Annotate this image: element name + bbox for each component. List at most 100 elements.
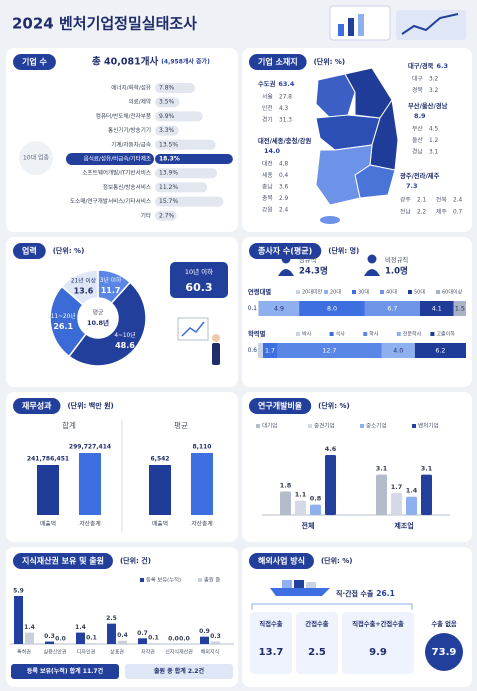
area-value: 2.4 [279,208,289,214]
map-region [315,144,373,206]
panel-heading: 업력 [22,246,37,256]
value-label: 0.3 [210,633,221,640]
stacked-segment [414,343,466,358]
region-name: 광주/전라/제주 [400,171,440,180]
segment-label: 8.0 [327,306,337,313]
value-label: 0.1 [148,635,159,642]
method-name: 간접수출 [305,619,328,628]
legend-swatch [360,424,364,428]
method-name: 직접수출 [259,619,282,628]
area-name: 대구 [412,75,423,83]
unit: (단위: 건) [120,556,151,565]
unit: (단위: %) [314,57,346,66]
value-label: 0.8 [310,495,322,503]
no-export-circle [425,633,463,671]
area-value: 2.2 [417,210,427,216]
bar [155,196,224,207]
value-label: 1.4 [24,624,35,631]
legend-swatch [436,290,440,294]
average-label: 평균 [92,309,104,317]
panel [242,392,472,542]
value-label: 241,786,451 [27,455,69,462]
illustration [212,334,220,342]
segment-label: 1.7 [265,348,275,355]
area-value: 2.4 [453,198,463,204]
legend-label: 60대이상 [442,289,463,296]
donut-slice [60,269,99,306]
person-icon [278,269,294,276]
slice-value: 48.6 [115,341,135,350]
area-name: 대전 [262,160,273,168]
value-label: 5.9 [13,588,24,595]
area-value: 2.9 [279,196,289,202]
category-label: 제조업 [394,521,413,530]
category-label: 실용신안권 [43,649,66,656]
bar [45,641,54,644]
export-label: 직·간접 수출 [336,589,374,598]
slice-label: 4~10년 [114,331,135,339]
legend-label: 학사 [369,331,379,338]
unit: (단위: 백만 원) [67,401,113,410]
breakdown-name: 연령대별 [248,287,271,296]
category-label: 자산총계 [191,520,212,528]
bar [37,464,59,515]
bar [211,641,220,644]
bar [325,455,336,515]
legend-swatch [256,424,260,428]
area-name: 경기 [262,116,273,124]
bar [155,154,233,164]
value-label: 8,110 [193,444,212,451]
stacked-segment [364,301,420,316]
map-region [320,216,340,224]
area-name: 충남 [262,183,273,191]
area-value: 4.5 [429,127,439,133]
stacked-segment [299,301,365,316]
stacked-segment [262,343,277,358]
bar [191,453,213,515]
category-label: 도소매/연구개발서비스/기타서비스 [70,197,151,205]
ship-illustration [306,582,316,588]
legend-swatch [198,578,202,582]
bar [155,83,196,93]
value-label: 7.8% [159,85,175,92]
bar [76,632,85,644]
export-value: 26.1 [376,589,395,598]
legend-label: 50대 [414,289,425,296]
region-value: 63.4 [278,80,295,88]
category-label: 디자인권 [77,649,96,656]
highlight-band [66,153,154,165]
value-label: 3.5% [159,99,175,106]
area-name: 경북 [412,87,423,94]
bar [155,210,177,221]
illustration [181,321,205,337]
slice-value: 13.6 [74,287,94,296]
stacked-segment [258,343,263,358]
value-label: 0.1 [86,635,97,642]
value-label: 1.4 [406,487,418,495]
value-label: 0.0 [168,636,179,643]
value-label: 2.5 [106,615,117,622]
legend-label: 고졸이하 [436,331,455,338]
category-label: 소프트웨어개발/IT기반서비스 [82,169,151,177]
area-value: 4.8 [279,162,289,168]
segment-label: 6.7 [387,306,397,313]
legend-swatch [140,578,144,582]
value-label: 18.3% [159,156,180,163]
bar [149,643,158,644]
legend-swatch [324,290,328,294]
donut-center [80,300,116,336]
legend-swatch [352,290,356,294]
region-value: 8.9 [414,112,426,120]
segment-label: 12.7 [322,348,336,355]
area-name: 전북 [436,196,447,204]
area-name: 경남 [412,148,423,156]
bar [155,182,208,193]
breakdown-name: 학력별 [248,329,266,338]
region-value: 7.3 [406,182,418,190]
bar [295,500,306,515]
header-illustration [329,5,466,41]
value-label: 1.7 [391,483,403,491]
value-label: 3.1 [376,465,388,473]
heading-pill [249,398,312,414]
slice-label: 3년 이하 [100,276,122,284]
